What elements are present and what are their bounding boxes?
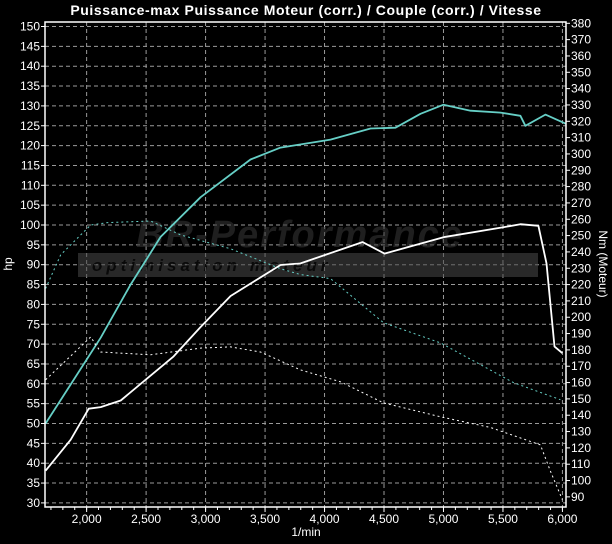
y2-tick-label: 230: [571, 261, 591, 275]
y-tick-label: 125: [20, 119, 40, 133]
x-tick-label: 5,000: [428, 512, 458, 526]
x-tick-label: 5,500: [488, 512, 518, 526]
y2-tick-label: 200: [571, 310, 591, 324]
y2-tick-label: 340: [571, 82, 591, 96]
x-tick-label: 2,000: [72, 512, 102, 526]
y2-tick-label: 170: [571, 359, 591, 373]
y2-tick-label: 190: [571, 327, 591, 341]
y2-tick-label: 320: [571, 114, 591, 128]
y-tick-label: 35: [27, 476, 41, 490]
y-tick-label: 70: [27, 337, 41, 351]
y2-tick-label: 280: [571, 180, 591, 194]
y-tick-label: 45: [27, 436, 41, 450]
y2-tick-label: 370: [571, 33, 591, 47]
x-tick-label: 3,500: [250, 512, 280, 526]
y2-tick-label: 250: [571, 229, 591, 243]
y-tick-label: 85: [27, 278, 41, 292]
y2-tick-label: 120: [571, 441, 591, 455]
y2-tick-label: 260: [571, 212, 591, 226]
y-tick-label: 130: [20, 99, 40, 113]
x-tick-label: 3,000: [191, 512, 221, 526]
y-axis-label: hp: [1, 257, 15, 271]
y-tick-label: 110: [21, 178, 40, 192]
series-line-4: [46, 337, 563, 500]
y-tick-label: 75: [27, 317, 41, 331]
y-tick-label: 55: [27, 397, 41, 411]
y-tick-label: 30: [27, 496, 41, 510]
x-axis-label: 1/min: [291, 525, 320, 539]
x-tick-label: 4,500: [369, 512, 399, 526]
y2-tick-label: 350: [571, 65, 591, 79]
x-tick-label: 2,500: [131, 512, 161, 526]
watermark-tagline: optimisation moteur: [92, 256, 331, 275]
y2-tick-label: 210: [571, 294, 591, 308]
y-tick-label: 105: [20, 198, 40, 212]
x-tick-label: 4,000: [310, 512, 340, 526]
y2-tick-label: 110: [571, 457, 590, 471]
y2-tick-label: 180: [571, 343, 591, 357]
y-tick-label: 140: [20, 59, 40, 73]
y2-tick-label: 160: [571, 376, 591, 390]
y-tick-label: 40: [27, 456, 41, 470]
chart-title: Puissance-max Puissance Moteur (corr.) /…: [70, 2, 541, 18]
series-group: [46, 105, 566, 500]
y-tick-label: 65: [27, 357, 41, 371]
y-tick-label: 60: [27, 377, 41, 391]
y-tick-label: 135: [20, 79, 40, 93]
y-tick-label: 90: [27, 258, 41, 272]
y-tick-label: 50: [27, 417, 41, 431]
y2-axis-label: Nm (Moteur): [596, 230, 610, 297]
y2-tick-label: 90: [571, 490, 585, 504]
y2-tick-label: 270: [571, 196, 591, 210]
y2-tick-label: 360: [571, 49, 591, 63]
y-tick-label: 150: [20, 20, 40, 34]
y2-tick-label: 330: [571, 98, 591, 112]
y2-tick-label: 290: [571, 163, 591, 177]
y2-tick-label: 140: [571, 408, 591, 422]
y-tick-label: 80: [27, 297, 41, 311]
y2-tick-label: 130: [571, 425, 591, 439]
y-tick-label: 120: [20, 139, 40, 153]
y-tick-label: 115: [21, 158, 40, 172]
y2-tick-label: 310: [571, 131, 591, 145]
y2-tick-label: 220: [571, 278, 591, 292]
y-tick-label: 95: [27, 238, 41, 252]
x-tick-label: 6,000: [547, 512, 577, 526]
y2-tick-label: 150: [571, 392, 591, 406]
y2-tick-label: 300: [571, 147, 591, 161]
y2-tick-label: 240: [571, 245, 591, 259]
watermark-brand: BR-Performance: [136, 214, 464, 256]
y-tick-label: 145: [20, 39, 40, 53]
y-tick-label: 100: [20, 218, 40, 232]
watermark-logo: BR-Performance optimisation moteur: [78, 214, 538, 277]
y2-tick-label: 100: [571, 474, 591, 488]
y2-tick-label: 380: [571, 16, 591, 30]
